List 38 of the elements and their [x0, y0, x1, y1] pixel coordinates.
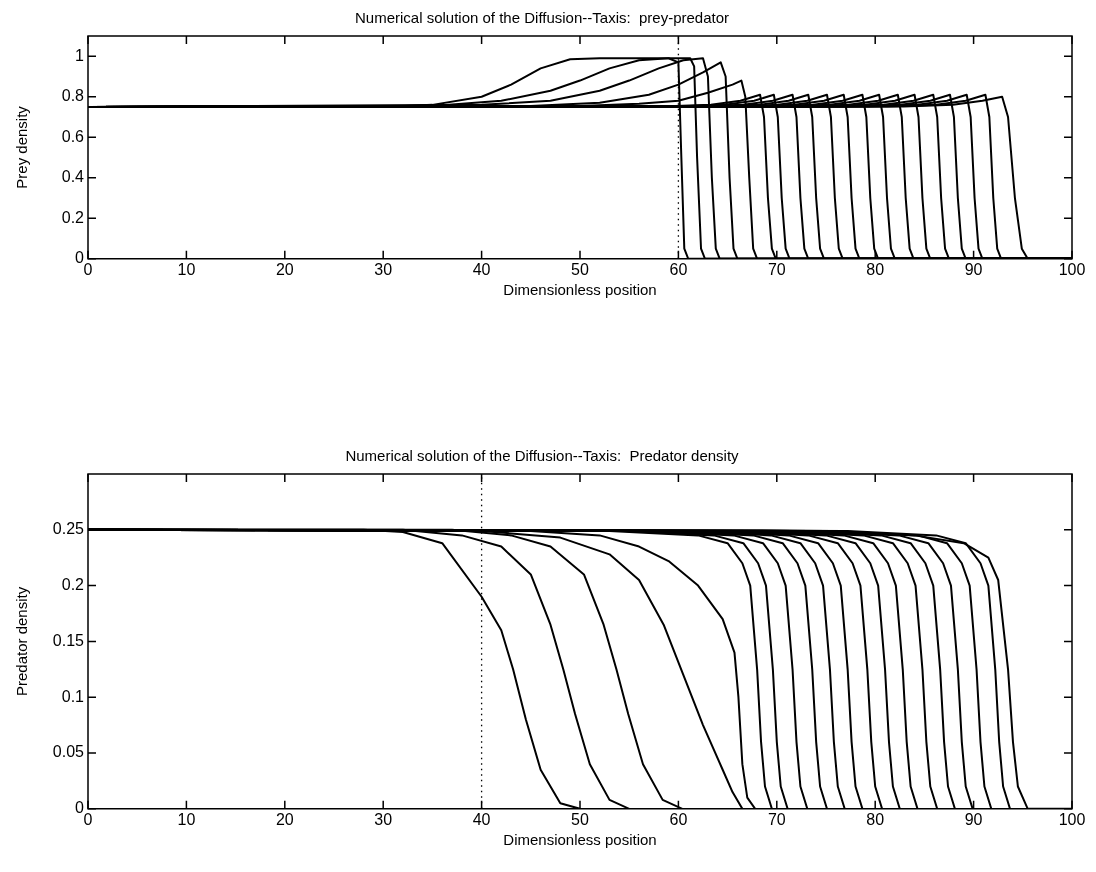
x-tick-label: 70 — [767, 810, 786, 828]
x-tick-label: 70 — [767, 260, 786, 278]
x-tick-label: 20 — [275, 810, 294, 828]
x-tick-label: 30 — [374, 260, 393, 278]
x-tick-label: 40 — [472, 810, 491, 828]
y-tick-label: 0.6 — [61, 127, 85, 145]
y-tick-label: 0 — [75, 249, 85, 267]
y-tick-label: 0.2 — [61, 576, 85, 594]
x-axis-title: Dimensionless position — [503, 831, 657, 849]
y-tick-label: 0 — [75, 799, 85, 817]
y-axis-title: Predator density — [13, 586, 31, 697]
y-axis-title: Prey density — [13, 105, 31, 189]
x-tick-label: 100 — [1058, 810, 1086, 828]
x-tick-label: 60 — [669, 810, 688, 828]
x-tick-label: 60 — [669, 260, 688, 278]
y-tick-label: 0.25 — [52, 520, 85, 538]
chart-title: Numerical solution of the Diffusion--Taxis: Predator density — [345, 447, 740, 465]
x-axis-title: Dimensionless position — [503, 281, 657, 299]
y-tick-label: 0.4 — [61, 168, 85, 186]
x-tick-label: 80 — [866, 260, 885, 278]
y-tick-label: 0.05 — [52, 743, 85, 761]
y-tick-label: 0.1 — [61, 687, 85, 705]
chart-title: Numerical solution of the Diffusion--Taxis: prey-predator — [354, 9, 730, 27]
y-tick-label: 0.2 — [61, 208, 85, 226]
x-tick-label: 10 — [177, 260, 196, 278]
y-tick-label: 0.8 — [61, 87, 85, 105]
x-tick-label: 90 — [964, 260, 983, 278]
y-tick-label: 0.15 — [52, 631, 85, 649]
x-tick-label: 50 — [571, 810, 589, 828]
x-tick-label: 20 — [275, 260, 294, 278]
x-tick-label: 90 — [964, 810, 983, 828]
x-tick-label: 40 — [472, 260, 491, 278]
y-tick-label: 1 — [75, 46, 85, 64]
x-tick-label: 50 — [571, 260, 589, 278]
x-tick-label: 80 — [866, 810, 885, 828]
x-tick-label: 100 — [1058, 260, 1086, 278]
x-tick-label: 30 — [374, 810, 393, 828]
x-tick-label: 10 — [177, 810, 196, 828]
